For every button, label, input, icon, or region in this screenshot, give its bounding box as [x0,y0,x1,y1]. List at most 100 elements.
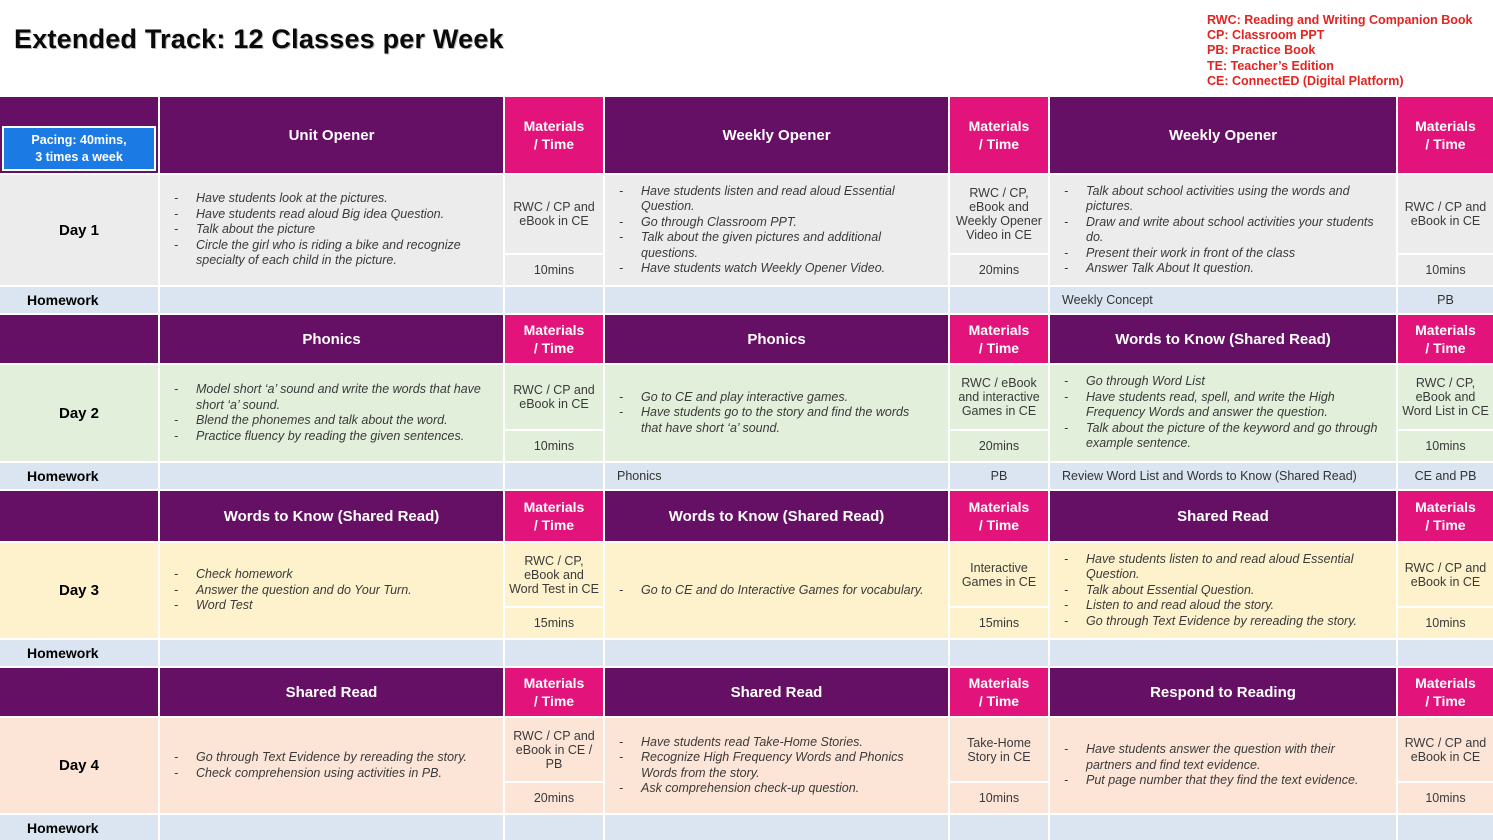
activity-bullet: - Go to CE and play interactive games. [617,390,932,406]
activity-bullet: - Check comprehension using activities in… [172,766,487,782]
section-header-cell: Shared Read [1050,491,1396,541]
activity-text: Have students listen and read aloud Esse… [641,183,895,214]
activity-bullet: - Model short ‘a’ sound and write the wor… [172,382,487,413]
activity-bullet: - Have students answer the question with … [1062,742,1380,773]
activity-text: Answer the question and do Your Turn. [196,582,412,597]
homework-materials-cell [1398,640,1493,666]
day-column-header-cell [0,491,158,541]
section-header-cell: Respond to Reading [1050,668,1396,716]
materials-header-line-2: / Time [978,340,1020,356]
homework-activity-cell [605,287,948,313]
materials-header-line-2: / Time [978,136,1020,152]
bullet-dash: - [174,237,179,252]
materials-time-header-cell: Materials / Time [950,97,1048,173]
section-header-label: Phonics [747,330,806,348]
activity-text: Go through Text Evidence by rereading th… [1086,613,1357,628]
activities-cell: - Have students listen and read aloud Ess… [605,175,948,285]
section-header-cell: Shared Read [160,668,503,716]
homework-row: Homework Phonics PB Review Word List and Wo… [0,463,1493,489]
materials-header-line-1: Materials [523,498,585,515]
bullet-dash: - [174,598,179,613]
activity-text: Talk about the picture of the keyword an… [1086,420,1378,451]
section-header-label: Words to Know (Shared Read) [668,507,885,525]
activity-bullet: - Have students look at the pictures. [172,191,487,207]
bullet-dash: - [174,765,179,780]
materials-header-line-2: / Time [533,136,575,152]
bullet-dash: - [619,261,624,275]
activities-cell: - Have students listen to and read aloud … [1050,543,1396,638]
materials-time-cell: Interactive Games in CE 15mins [950,543,1048,638]
materials-value: RWC / CP and eBook in CE [1398,718,1493,781]
bullet-dash: - [174,206,179,221]
homework-activity-cell: Phonics [605,463,948,489]
time-value: 20mins [950,431,1048,461]
activity-text: Model short ‘a’ sound and write the word… [196,382,481,412]
activities-cell: - Have students look at the pictures. - Hav… [160,175,503,285]
homework-activity-cell [160,815,503,840]
materials-time-header-cell: Materials / Time [1398,315,1493,363]
materials-value: RWC / eBook and interactive Games in CE [950,365,1048,429]
activity-bullet: - Have students read Take-Home Stories. [617,735,932,751]
activity-bullet: - Talk about the given pictures and addit… [617,230,932,261]
materials-header-line-2: / Time [533,517,575,533]
bullet-dash: - [1064,551,1069,566]
materials-header-line-1: Materials [968,321,1030,338]
activity-bullet: - Ask comprehension check-up question. [617,781,932,797]
bullet-dash: - [619,389,624,404]
bullet-dash: - [1064,773,1069,788]
bullet-dash: - [174,750,179,764]
section-header-cell: Words to Know (Shared Read) [160,491,503,541]
materials-time-header-cell: Materials / Time [950,315,1048,363]
activity-text: Present their work in front of the class [1086,245,1296,260]
homework-materials-cell [950,287,1048,313]
bullet-dash: - [619,781,624,795]
materials-header-line-1: Materials [523,117,585,134]
materials-value: RWC / CP, eBook and Weekly Opener Video … [950,175,1048,253]
materials-header-line-1: Materials [523,674,585,691]
homework-label: Homework [0,815,158,840]
homework-row: Homework [0,640,1493,666]
activity-bullet: - Go through Word List [1062,374,1380,390]
materials-time-cell: RWC / CP, eBook and Weekly Opener Video … [950,175,1048,285]
materials-value: RWC / CP and eBook in CE [1398,175,1493,253]
bullet-dash: - [174,413,179,427]
bullet-dash: - [174,582,179,597]
legend-line: PB: Practice Book [1207,43,1316,58]
day-row: Day 2 - Model short ‘a’ sound and write th… [0,365,1493,461]
activity-text: Go to CE and play interactive games. [641,389,849,404]
bullet-dash: - [619,734,624,749]
materials-value: RWC / CP, eBook and Word List in CE [1398,365,1493,429]
day-row: Day 3 - Check homework - Answer the question… [0,543,1493,638]
activity-text: Check homework [196,567,293,582]
materials-time-cell: RWC / CP and eBook in CE / PB 20mins [505,718,603,813]
time-value: 15mins [950,608,1048,638]
activity-bullet: - Put page number that they find the text… [1062,773,1380,789]
bullet-dash: - [1064,245,1069,260]
section-header-cell: Phonics [160,315,503,363]
section-header-label: Words to Know (Shared Read) [223,507,440,525]
activity-text: Practice fluency by reading the given se… [196,428,465,443]
materials-time-cell: RWC / CP and eBook in CE 10mins [1398,175,1493,285]
activities-cell: - Go through Text Evidence by rereading t… [160,718,503,813]
materials-header-line-1: Materials [1415,117,1476,134]
homework-label: Homework [0,640,158,666]
activity-bullet: - Go to CE and do Interactive Games for v… [617,583,932,599]
materials-header-line-2: / Time [533,340,575,356]
section-header-row: Pacing: 40mins, 3 times a week Unit Opener… [0,97,1493,173]
materials-header-line-2: / Time [533,693,575,709]
activity-bullet: - Have students read, spell, and write th… [1062,390,1380,421]
activity-text: Have students read Take-Home Stories. [641,734,863,749]
section-header-label: Shared Read [730,683,823,701]
bullet-dash: - [174,382,179,396]
activity-text: Go through Classroom PPT. [641,214,797,229]
homework-activity-cell [160,287,503,313]
materials-value: Interactive Games in CE [950,543,1048,606]
section-header-label: Unit Opener [288,126,375,144]
materials-header-line-1: Materials [968,117,1030,134]
homework-materials-cell: PB [950,463,1048,489]
bullet-dash: - [1064,613,1069,628]
time-value: 20mins [950,255,1048,285]
materials-header-line-2: / Time [1425,340,1466,356]
activity-bullet: - Answer the question and do Your Turn. [172,583,487,599]
